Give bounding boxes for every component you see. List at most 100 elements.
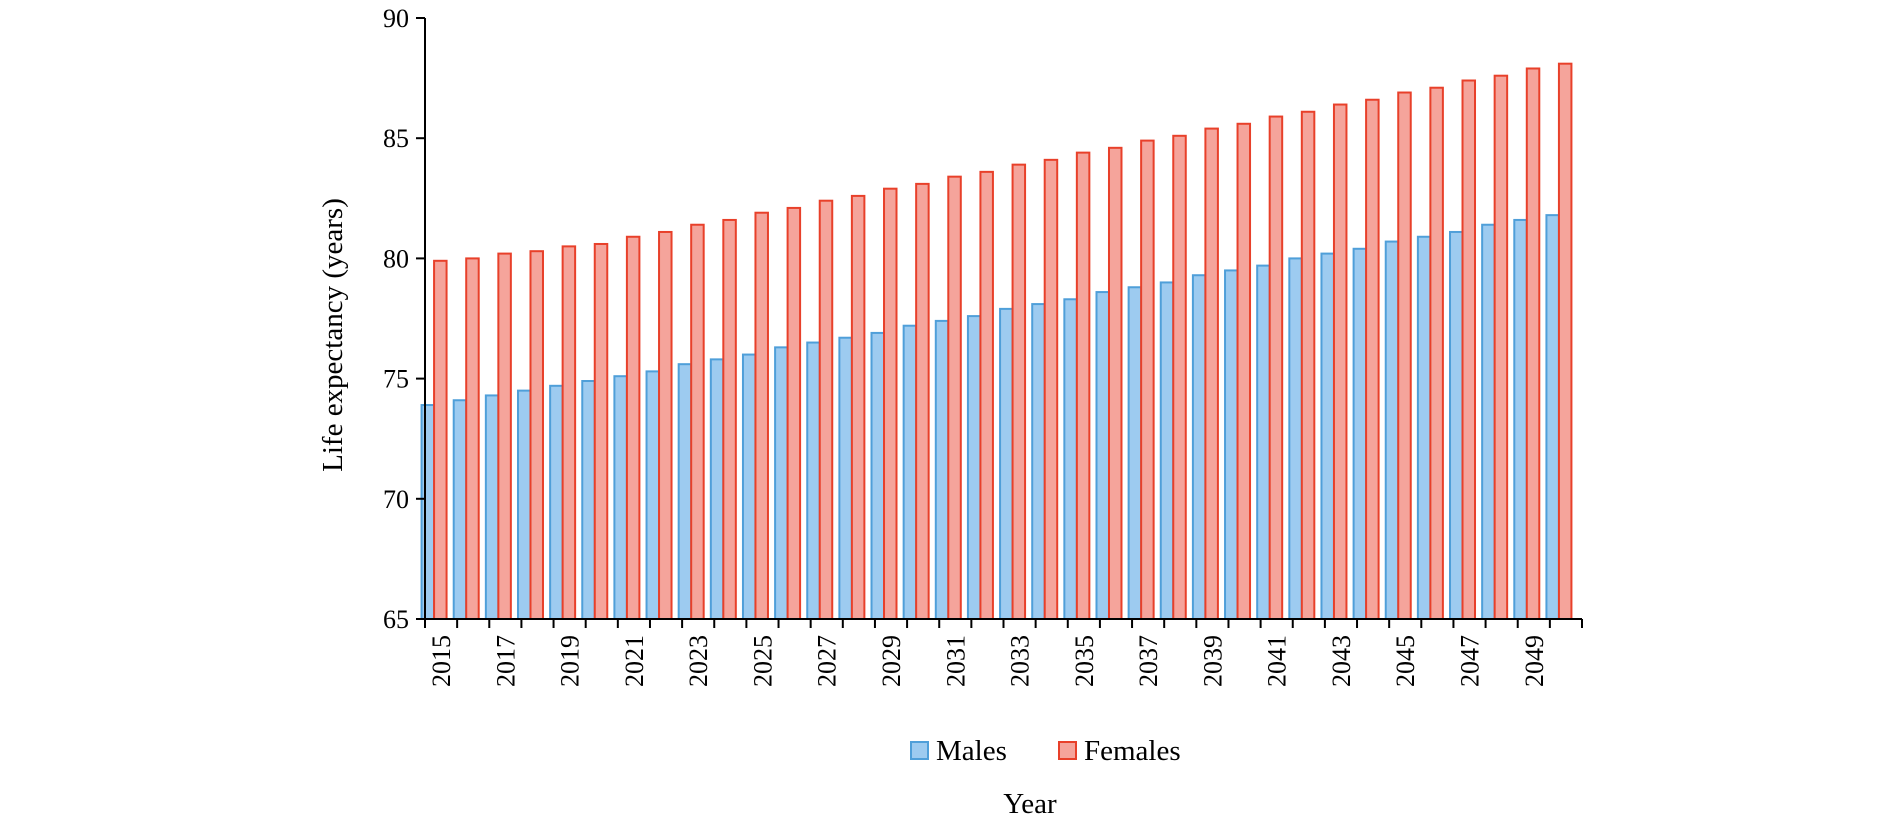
bar-males-2037 — [1127, 286, 1143, 620]
bar-males-2032 — [966, 315, 982, 620]
x-tick-label-2023: 2023 — [684, 635, 713, 687]
x-tick-label-2049: 2049 — [1520, 635, 1549, 687]
bar-males-2033 — [999, 307, 1014, 620]
bar-females-2042 — [1300, 110, 1316, 620]
bar-females-2031 — [947, 175, 962, 620]
bar-females-2049 — [1525, 67, 1541, 621]
x-tick-label-2029: 2029 — [877, 635, 906, 687]
bar-females-2034 — [1043, 158, 1059, 620]
bar-females-2030 — [915, 182, 930, 620]
bar-females-2025 — [754, 211, 769, 620]
bar-males-2042 — [1288, 257, 1303, 620]
x-tick-label-2033: 2033 — [1006, 635, 1035, 687]
bar-males-2028 — [838, 336, 853, 620]
bar-females-2041 — [1268, 115, 1284, 620]
y-ticks-layer: 65 70 75 80 85 90 — [383, 4, 425, 634]
y-axis-title: Life expectancy (years) — [317, 198, 349, 472]
x-tick-label-2031: 2031 — [941, 635, 970, 687]
bar-females-2019 — [561, 245, 577, 620]
bar-males-2043 — [1320, 252, 1335, 620]
legend: Males Females — [910, 735, 1181, 767]
x-axis-title: Year — [1003, 788, 1057, 820]
legend-swatch-males — [910, 741, 929, 760]
bar-males-2026 — [774, 346, 789, 620]
x-tick-label-2019: 2019 — [556, 635, 585, 687]
x-tick-label-2025: 2025 — [748, 635, 777, 687]
bar-males-2044 — [1352, 247, 1368, 620]
bar-females-2046 — [1429, 86, 1444, 621]
bar-females-2024 — [722, 218, 737, 620]
bar-males-2030 — [902, 324, 918, 620]
bar-females-2020 — [593, 242, 609, 620]
bar-males-2050 — [1545, 214, 1560, 620]
bar-females-2047 — [1461, 79, 1477, 620]
bar-males-2024 — [709, 358, 725, 620]
x-tick-label-2021: 2021 — [620, 635, 649, 687]
bar-females-2015 — [433, 259, 448, 620]
bar-males-2018 — [516, 389, 532, 620]
bar-females-2028 — [850, 194, 866, 620]
bar-males-2046 — [1416, 235, 1432, 620]
legend-swatch-females — [1058, 741, 1077, 760]
bar-females-2037 — [1140, 139, 1155, 620]
bar-males-2035 — [1063, 298, 1078, 620]
bar-females-2022 — [658, 230, 673, 621]
legend-label-males: Males — [936, 735, 1007, 767]
bar-males-2048 — [1481, 223, 1496, 621]
x-tick-label-2017: 2017 — [491, 635, 520, 687]
bar-males-2019 — [549, 384, 564, 620]
bar-males-2047 — [1449, 230, 1464, 621]
bar-males-2016 — [452, 399, 468, 620]
bar-females-2036 — [1107, 146, 1123, 620]
bar-males-2039 — [1191, 274, 1207, 620]
x-tick-label-2015: 2015 — [427, 635, 456, 687]
bar-females-2038 — [1172, 134, 1187, 621]
bar-males-2022 — [645, 370, 661, 621]
bar-males-2049 — [1513, 218, 1528, 620]
bar-females-2016 — [465, 257, 480, 620]
x-ticks-layer: 2015 2017 2019 2021 2023 2025 2027 2029 2031 2033… — [424, 619, 1583, 687]
legend-label-females: Females — [1084, 735, 1181, 767]
x-tick-label-2027: 2027 — [813, 635, 842, 687]
bar-females-2035 — [1075, 151, 1091, 620]
y-tick-label-80: 80 — [383, 244, 409, 273]
bar-males-2040 — [1224, 269, 1239, 620]
x-tick-label-2041: 2041 — [1263, 635, 1292, 687]
x-tick-label-2043: 2043 — [1327, 635, 1356, 687]
bar-males-2034 — [1031, 303, 1046, 620]
bar-females-2032 — [979, 170, 994, 621]
bar-males-2036 — [1095, 291, 1110, 620]
bar-males-2017 — [484, 394, 500, 620]
bar-females-2026 — [786, 206, 802, 620]
bar-males-2023 — [677, 363, 693, 620]
bar-females-2040 — [1236, 122, 1252, 620]
x-tick-label-2047: 2047 — [1456, 635, 1485, 687]
y-tick-label-65: 65 — [383, 605, 409, 634]
y-tick-label-90: 90 — [383, 4, 409, 33]
y-tick-label-70: 70 — [383, 485, 409, 514]
bar-females-2043 — [1332, 103, 1348, 621]
bar-females-2033 — [1011, 163, 1027, 620]
bar-males-2015 — [420, 404, 436, 621]
bar-males-2025 — [741, 353, 757, 620]
x-tick-label-2037: 2037 — [1134, 635, 1163, 687]
bar-females-2048 — [1493, 74, 1509, 620]
bar-females-2023 — [690, 223, 705, 621]
bar-males-2027 — [806, 341, 821, 620]
bar-males-2029 — [870, 331, 886, 620]
bar-females-2029 — [883, 187, 898, 620]
y-tick-label-75: 75 — [383, 365, 409, 394]
y-tick-label-85: 85 — [383, 124, 409, 153]
x-tick-label-2045: 2045 — [1391, 635, 1420, 687]
bar-males-2045 — [1384, 240, 1400, 620]
bar-females-2050 — [1557, 62, 1573, 621]
bar-males-2031 — [934, 319, 950, 620]
bar-females-2021 — [625, 235, 641, 620]
bar-females-2044 — [1365, 98, 1380, 621]
bar-males-2020 — [581, 380, 596, 620]
bar-females-2018 — [529, 250, 544, 620]
bar-males-2038 — [1159, 281, 1175, 620]
bars-layer — [420, 62, 1573, 621]
bar-males-2021 — [613, 375, 628, 621]
bar-females-2017 — [497, 252, 512, 620]
